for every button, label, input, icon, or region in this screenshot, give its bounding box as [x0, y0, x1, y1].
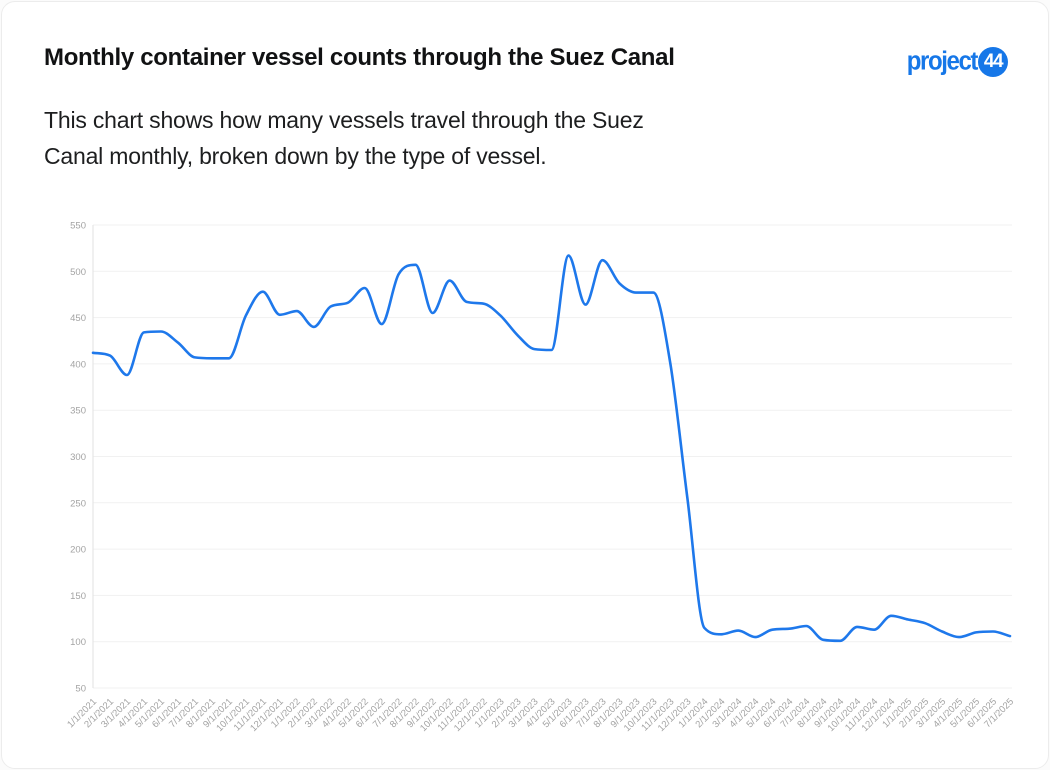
- y-axis-tick-label: 500: [70, 267, 86, 278]
- page-title: Monthly container vessel counts through …: [44, 44, 675, 71]
- y-axis-tick-label: 250: [70, 498, 86, 509]
- y-axis-tick-label: 300: [70, 452, 86, 463]
- y-axis-tick-label: 400: [70, 359, 86, 370]
- chart-description-line-2: Canal monthly, broken down by the type o…: [44, 143, 547, 169]
- vessel-counts-line-chart: 50 100 150 200 250 300 350 400 450 500 550 1/1/2021…: [2, 207, 1048, 767]
- y-axis-tick-label: 200: [70, 545, 86, 556]
- chart-description-line-1: This chart shows how many vessels travel…: [44, 107, 644, 133]
- y-axis-tick-label: 150: [70, 591, 86, 602]
- logo-wordmark: project: [906, 46, 979, 77]
- y-axis-tick-label: 50: [75, 684, 86, 695]
- header: Monthly container vessel counts through …: [44, 44, 1008, 77]
- y-axis-tick-label: 350: [70, 406, 86, 417]
- chart-description: This chart shows how many vessels travel…: [44, 102, 824, 174]
- y-axis-tick-label: 450: [70, 313, 86, 324]
- project44-logo: project 44: [907, 47, 1008, 77]
- vessel-count-line: [91, 254, 1012, 643]
- chart-canvas: 501001502002503003504004505005501/1/2021…: [65, 221, 1016, 735]
- logo-badge: 44: [978, 47, 1008, 77]
- y-axis-tick-label: 100: [70, 637, 86, 648]
- y-axis-tick-label: 550: [70, 221, 86, 232]
